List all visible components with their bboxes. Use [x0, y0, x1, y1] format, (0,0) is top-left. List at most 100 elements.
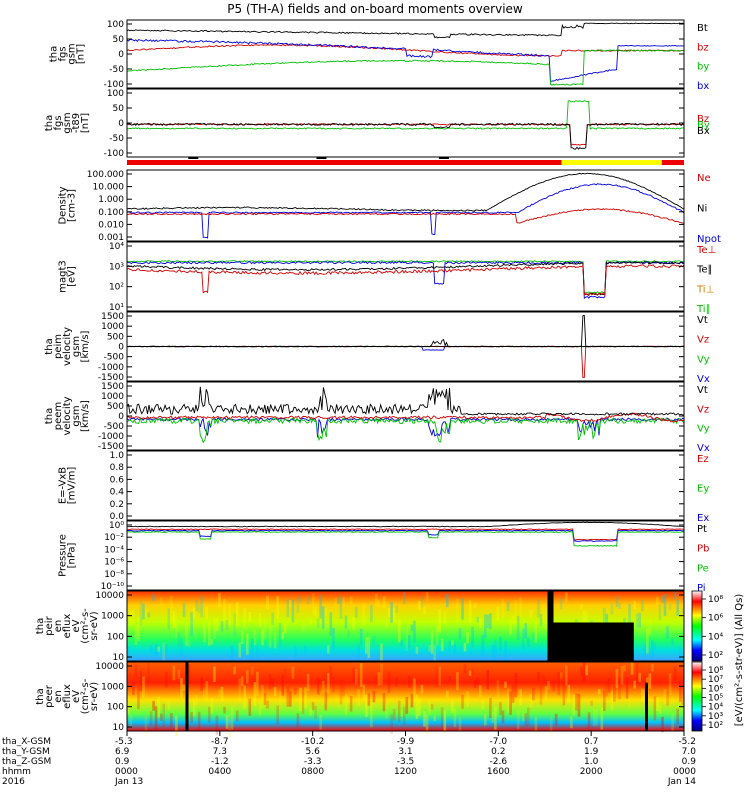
x-axis-row-label: tha_Z-GSM: [2, 757, 51, 767]
spectrogram-texture: [463, 642, 467, 652]
spectrogram-texture: [359, 662, 363, 687]
spectrogram-texture: [514, 672, 517, 698]
spectrogram-texture: [471, 668, 474, 675]
x-tick-label: 5.6: [306, 747, 321, 757]
legend-entry: Bt: [697, 23, 708, 34]
spectrogram-texture: [428, 701, 431, 715]
series-line: [126, 264, 685, 297]
y-tick-label: 0.001: [98, 233, 124, 243]
spectrogram-texture: [428, 645, 431, 652]
y-axis-label: tha: [44, 115, 55, 131]
spectrogram-texture: [418, 600, 421, 611]
spectrogram-texture: [461, 598, 464, 620]
spectrogram-texture: [587, 712, 591, 729]
spectrogram-texture: [256, 645, 259, 665]
spectrogram-texture: [342, 597, 345, 609]
x-tick-label: 0000: [115, 767, 138, 777]
spectrogram-texture: [516, 615, 520, 641]
spectrogram-texture: [339, 680, 343, 705]
y-tick-label: 0.8: [110, 463, 125, 473]
spectrogram-texture: [167, 608, 171, 630]
spectrogram-texture: [438, 666, 441, 686]
spectrogram-texture: [152, 700, 155, 711]
y-tick-label: -1000: [98, 363, 124, 373]
spectrogram-texture: [499, 702, 502, 716]
spectrogram-texture: [352, 668, 355, 683]
y-axis-label: sr-eV): [89, 611, 100, 640]
spectrogram-texture: [494, 639, 497, 661]
spectrogram-texture: [362, 684, 366, 701]
spectrogram-texture: [542, 605, 545, 622]
spectrogram-texture: [248, 612, 252, 622]
y-axis-label: velocity: [62, 327, 73, 366]
spectrogram-texture: [286, 686, 290, 707]
spectrogram-nodata: [550, 622, 634, 661]
spectrogram-texture: [172, 665, 176, 681]
spectrogram-texture: [413, 678, 416, 702]
spectrogram-texture: [306, 595, 310, 605]
spectrogram-texture: [544, 686, 548, 700]
spectrogram-texture: [273, 687, 277, 697]
spectrogram-texture: [182, 603, 186, 617]
legend-entry: Pe: [697, 563, 709, 574]
spectrogram-texture: [425, 592, 429, 601]
spectrogram-texture: [159, 597, 163, 606]
spectrogram-texture: [334, 695, 338, 702]
x-tick-label: Jan 13: [114, 777, 143, 787]
colorbar-tick-label: 10⁸: [708, 595, 723, 605]
y-axis-label: gsm: [71, 336, 82, 357]
spectrogram-texture: [365, 637, 368, 654]
spectrogram-texture: [200, 677, 203, 691]
spectrogram-texture: [316, 678, 320, 695]
spectrogram-texture: [618, 602, 621, 609]
spectrogram-texture: [139, 670, 143, 692]
y-tick-label: -1000: [98, 432, 124, 442]
legend-entry: Ti⊥: [696, 284, 714, 295]
spectrogram-texture: [147, 612, 150, 618]
spectrogram-texture: [630, 662, 634, 675]
spectrogram-texture: [299, 596, 302, 604]
spectrogram-texture: [595, 709, 598, 726]
spectrogram-texture: [165, 672, 168, 688]
spectrogram-texture: [668, 603, 672, 611]
legend-entry: Bz: [697, 114, 709, 125]
spectrogram-texture: [433, 644, 436, 670]
spectrogram-texture: [187, 664, 191, 685]
spectrogram-texture: [197, 603, 201, 613]
spectrogram-texture: [261, 685, 264, 709]
spectrogram-texture: [127, 695, 130, 715]
spectrogram-texture: [534, 621, 538, 643]
spectrogram-texture: [337, 696, 340, 709]
spectrogram-texture: [403, 706, 406, 725]
spectrogram-texture: [554, 713, 558, 726]
spectrogram-texture: [149, 644, 153, 653]
y-axis-label: eV: [71, 690, 82, 703]
spectrogram-texture: [453, 708, 457, 727]
series-line: [126, 416, 685, 444]
y-tick-label: 500: [107, 332, 124, 342]
spectrogram-texture: [167, 700, 171, 710]
spectrogram-texture: [433, 715, 436, 721]
spectrogram-texture: [390, 601, 393, 623]
legend-entry: Vz: [697, 404, 709, 415]
y-tick-label: 0.6: [110, 475, 125, 485]
y-axis-label: tha: [35, 618, 46, 634]
series-line: [126, 100, 684, 130]
y-axis-label: Density: [58, 186, 69, 224]
spectrogram-texture: [218, 689, 221, 698]
spectrogram-texture: [304, 687, 307, 709]
x-tick-label: 7.0: [682, 747, 697, 757]
spectrogram-texture: [180, 636, 183, 659]
spectrogram-texture: [289, 600, 292, 607]
spectrogram-texture: [319, 715, 322, 730]
panel-pressure: 10⁰ 10⁻² 10⁻⁴ 10⁻⁶ 10⁻⁸ 10⁻¹⁰ Pressure[nPa] Pt P…: [58, 520, 709, 594]
legend-entry: Ey: [697, 484, 709, 495]
spectrogram-texture: [476, 616, 479, 623]
spectrogram-texture: [185, 623, 188, 646]
y-tick-label: 100.000: [87, 170, 124, 180]
y-axis-label: [km/s]: [80, 400, 91, 432]
spectrogram-texture: [658, 604, 662, 621]
spectrogram-texture: [408, 675, 411, 688]
x-tick-label: 1.9: [584, 747, 599, 757]
spectrogram-texture: [144, 607, 148, 617]
